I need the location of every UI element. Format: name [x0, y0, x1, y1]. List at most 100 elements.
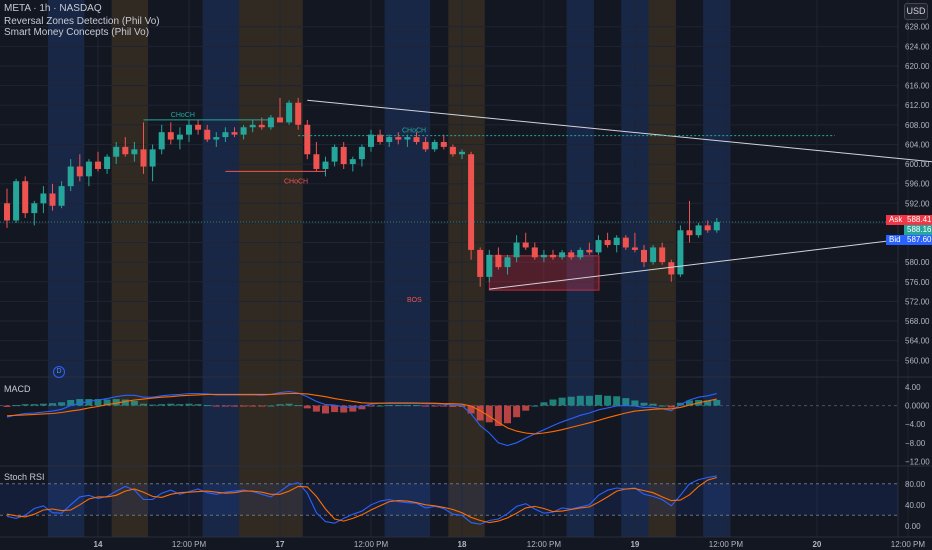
- candle[interactable]: [31, 203, 38, 214]
- candle[interactable]: [486, 254, 493, 277]
- candle[interactable]: [140, 149, 147, 167]
- candle[interactable]: [167, 132, 174, 140]
- candle[interactable]: [577, 249, 584, 258]
- candle[interactable]: [113, 146, 120, 157]
- dividend-marker-icon[interactable]: D: [53, 366, 65, 378]
- candle[interactable]: [22, 181, 29, 214]
- candle[interactable]: [40, 193, 47, 204]
- candle[interactable]: [286, 102, 293, 123]
- candle[interactable]: [231, 132, 238, 135]
- candle[interactable]: [240, 127, 247, 135]
- macd-histogram-bar: [94, 399, 102, 406]
- stoch-tick-label: 40.00: [905, 501, 926, 510]
- macd-histogram-bar: [294, 405, 302, 407]
- candle[interactable]: [386, 137, 393, 142]
- candle[interactable]: [595, 240, 602, 253]
- macd-histogram-bar: [194, 404, 202, 406]
- bid-price: 587.60: [904, 235, 932, 245]
- candle[interactable]: [550, 254, 556, 258]
- candle[interactable]: [459, 151, 465, 155]
- candle[interactable]: [513, 242, 520, 258]
- candle[interactable]: [495, 254, 502, 268]
- candle[interactable]: [349, 159, 356, 165]
- candle[interactable]: [85, 161, 92, 177]
- candle[interactable]: [204, 129, 211, 140]
- candle[interactable]: [249, 124, 256, 128]
- candle[interactable]: [104, 156, 111, 169]
- candle[interactable]: [158, 132, 165, 150]
- candle[interactable]: [58, 186, 65, 206]
- candle[interactable]: [67, 166, 74, 187]
- macd-histogram-bar: [130, 400, 138, 406]
- candle[interactable]: [49, 193, 56, 206]
- candle[interactable]: [504, 257, 511, 268]
- macd-histogram-bar: [240, 405, 248, 407]
- candle[interactable]: [122, 146, 129, 155]
- currency-button[interactable]: USD: [904, 3, 928, 20]
- candle[interactable]: [422, 141, 429, 150]
- candle[interactable]: [440, 141, 447, 147]
- trendline[interactable]: [307, 99, 932, 176]
- candle[interactable]: [668, 262, 675, 275]
- candle[interactable]: [76, 166, 83, 177]
- candle[interactable]: [531, 247, 538, 258]
- candle[interactable]: [650, 247, 657, 263]
- macd-histogram-bar: [221, 405, 229, 407]
- macd-tick-label: 0.0000: [905, 402, 930, 411]
- candle[interactable]: [704, 225, 711, 231]
- indicator-reversal-zones[interactable]: Reversal Zones Detection (Phil Vo): [4, 16, 160, 27]
- candle[interactable]: [641, 249, 647, 263]
- macd-pane-title: MACD: [4, 384, 31, 394]
- candle[interactable]: [304, 124, 311, 155]
- candle[interactable]: [277, 117, 283, 123]
- candle[interactable]: [267, 117, 274, 128]
- candle[interactable]: [258, 124, 265, 128]
- candle[interactable]: [331, 146, 338, 162]
- candle[interactable]: [313, 154, 320, 169]
- candle[interactable]: [468, 154, 475, 250]
- candle[interactable]: [559, 252, 566, 258]
- macd-histogram-bar: [267, 405, 275, 407]
- candle[interactable]: [358, 146, 365, 160]
- candle[interactable]: [695, 225, 702, 236]
- candle[interactable]: [295, 102, 302, 125]
- candle[interactable]: [368, 134, 374, 147]
- candle[interactable]: [395, 137, 402, 140]
- candle[interactable]: [631, 247, 638, 250]
- candle[interactable]: [176, 134, 183, 140]
- candle[interactable]: [377, 134, 384, 142]
- candle[interactable]: [586, 249, 593, 253]
- candle[interactable]: [4, 203, 10, 221]
- candle[interactable]: [677, 230, 684, 275]
- macd-histogram-bar: [585, 395, 593, 406]
- candle[interactable]: [431, 141, 438, 150]
- candle[interactable]: [477, 249, 484, 277]
- candle[interactable]: [413, 137, 420, 142]
- candle[interactable]: [540, 254, 547, 258]
- candle[interactable]: [13, 181, 20, 221]
- candle[interactable]: [604, 240, 611, 246]
- candle[interactable]: [222, 132, 229, 138]
- candle[interactable]: [195, 124, 202, 130]
- candle[interactable]: [522, 242, 529, 248]
- candle[interactable]: [659, 247, 666, 263]
- candle[interactable]: [449, 146, 456, 155]
- candle[interactable]: [713, 221, 720, 231]
- candle[interactable]: [622, 237, 629, 248]
- candle[interactable]: [131, 149, 138, 155]
- candle[interactable]: [568, 252, 575, 258]
- candle[interactable]: [340, 146, 347, 165]
- price-tick-label: 624.00: [905, 42, 930, 51]
- candle[interactable]: [95, 161, 101, 169]
- indicator-smart-money[interactable]: Smart Money Concepts (Phil Vo): [4, 27, 150, 38]
- candle[interactable]: [613, 237, 620, 246]
- trendline[interactable]: [489, 216, 932, 290]
- candle[interactable]: [322, 161, 329, 169]
- macd-histogram-bar: [394, 405, 402, 407]
- candle[interactable]: [186, 124, 192, 135]
- candle[interactable]: [404, 137, 411, 140]
- candle[interactable]: [213, 137, 220, 140]
- candle[interactable]: [686, 230, 693, 236]
- candle[interactable]: [149, 149, 156, 167]
